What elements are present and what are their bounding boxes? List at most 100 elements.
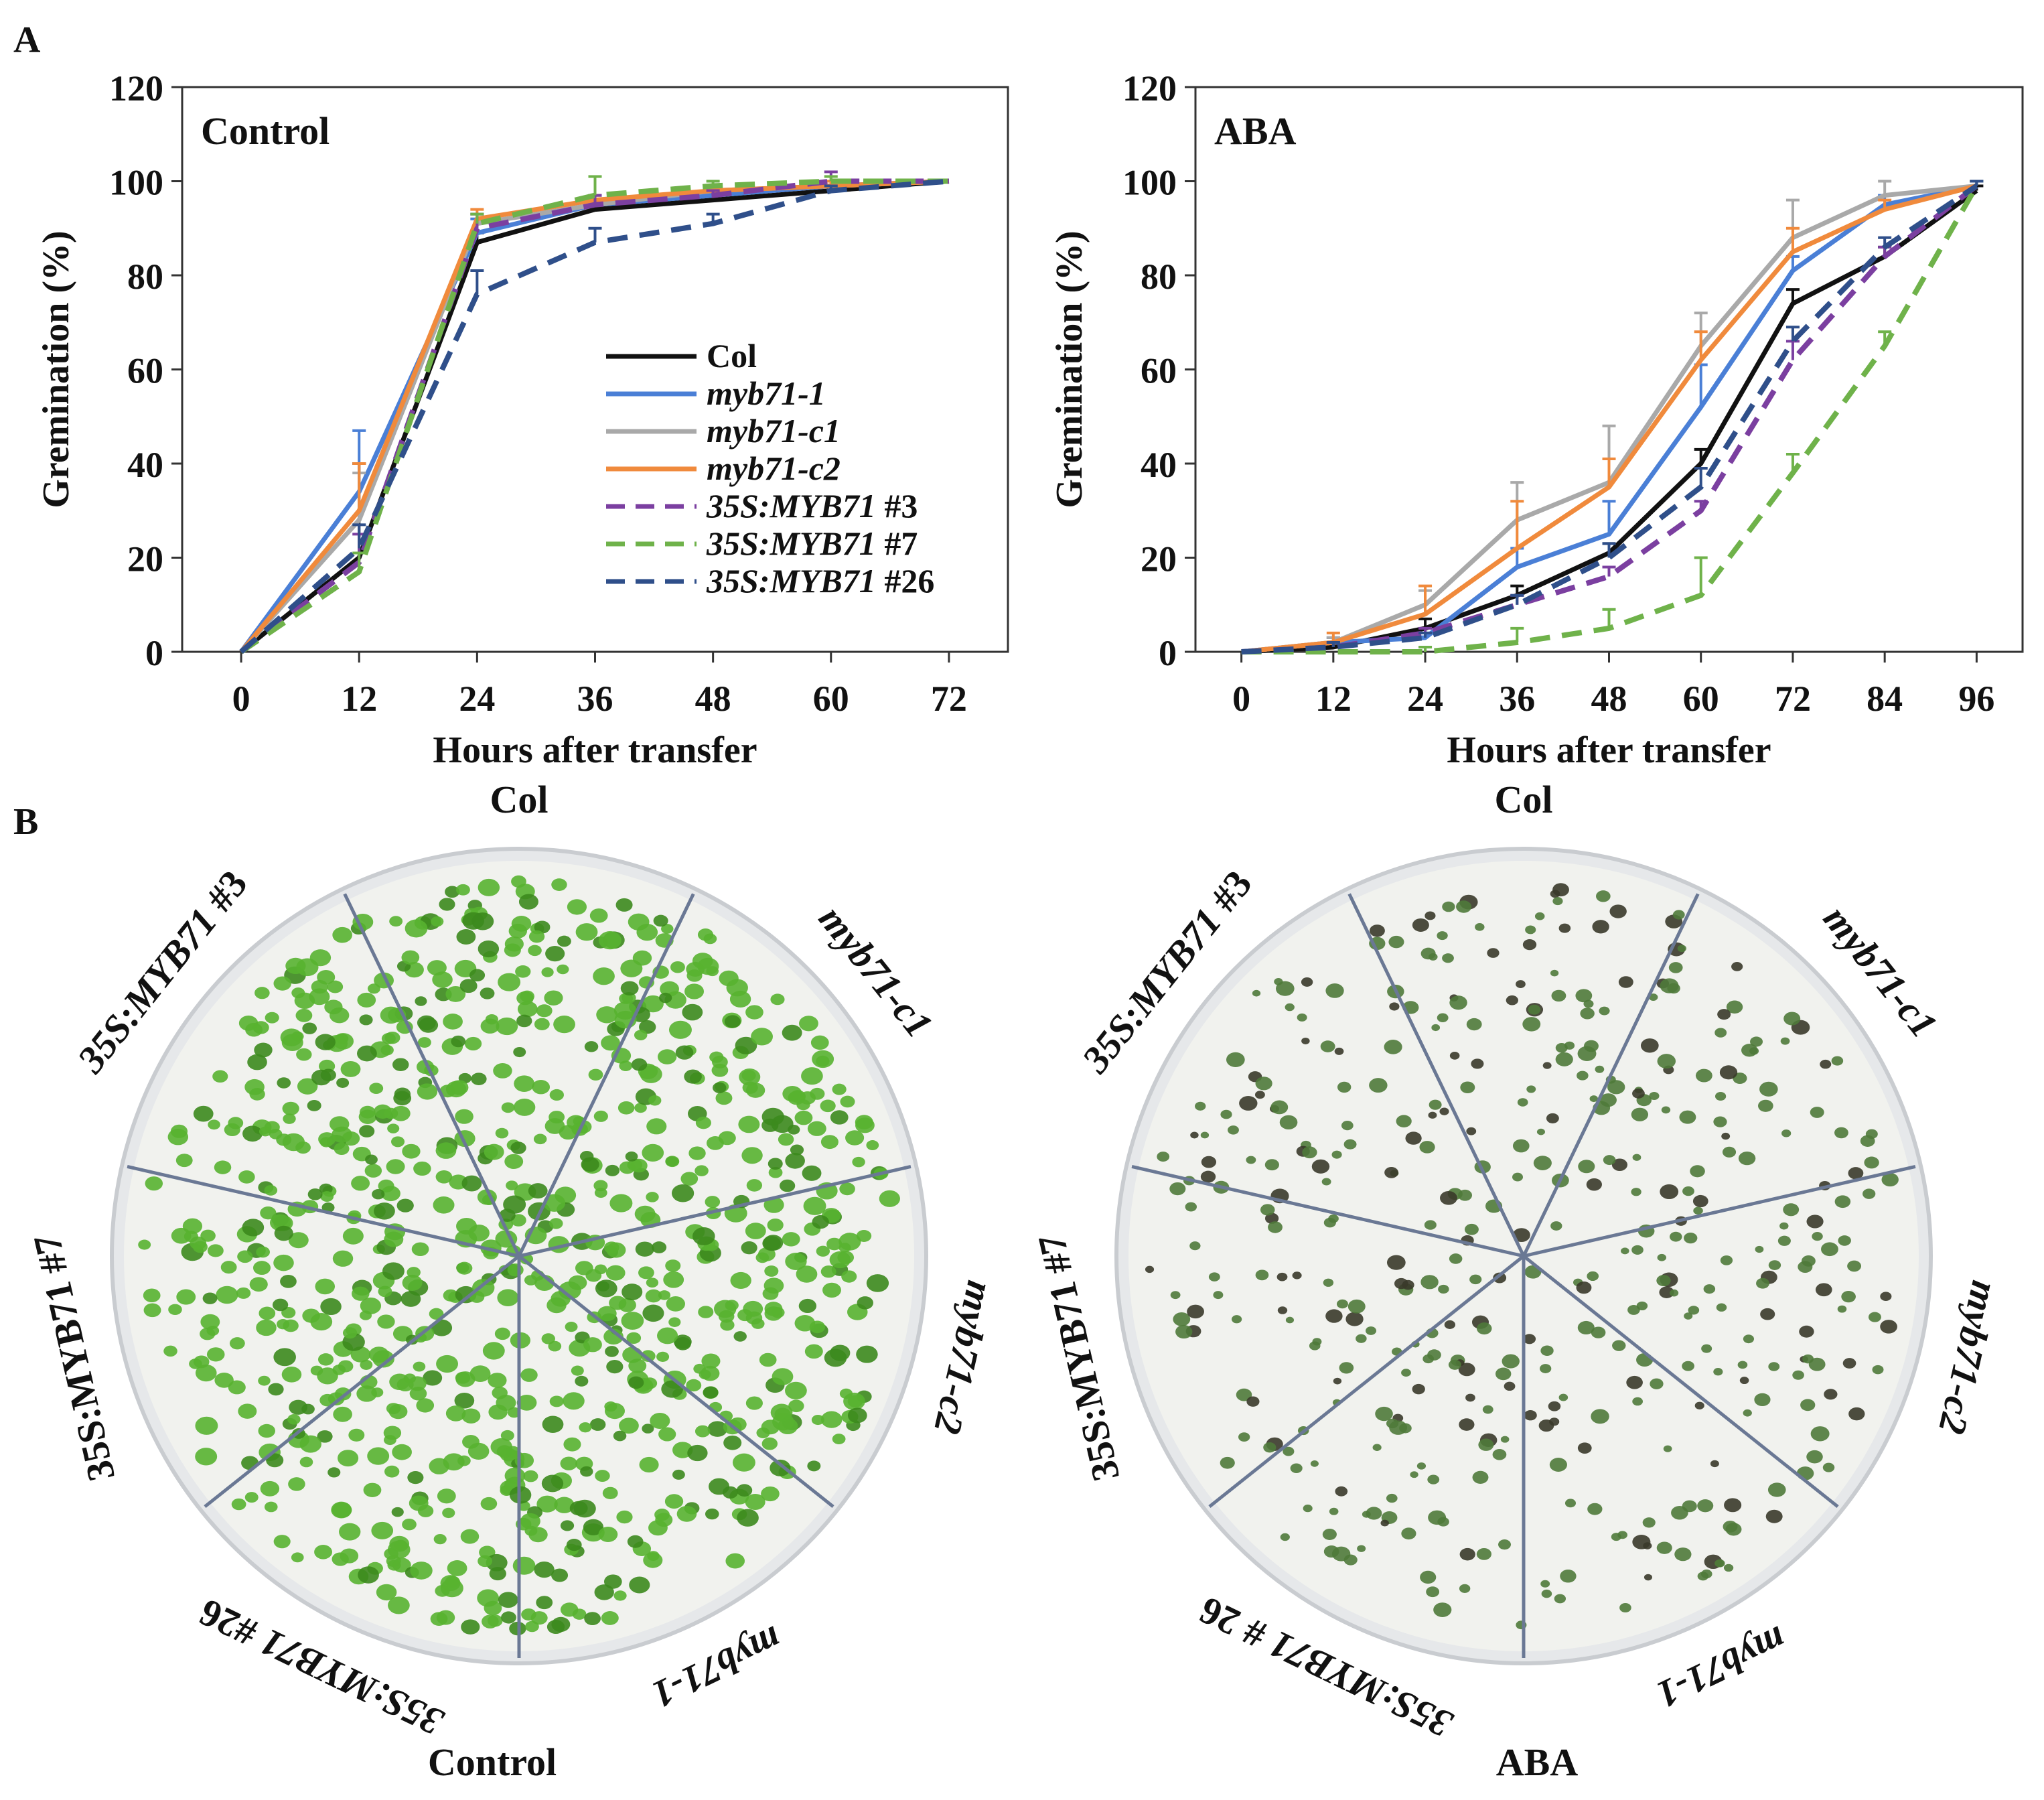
seedling (1551, 989, 1566, 1002)
plate-segment-label: myb71-c2 (1930, 1277, 2007, 1438)
seedling (736, 1484, 753, 1497)
seedling (1428, 953, 1438, 961)
seedling (1554, 1594, 1566, 1604)
seedling (816, 1055, 830, 1067)
seedling (1185, 1202, 1197, 1212)
seedling (1540, 1580, 1550, 1588)
seedling (429, 1308, 444, 1320)
seedling (320, 1298, 342, 1316)
seedling (1591, 1409, 1609, 1424)
seedling (1555, 1052, 1573, 1066)
seedling (524, 1275, 538, 1286)
seedling (560, 1520, 575, 1531)
seedling (206, 1326, 220, 1336)
seedling (332, 1126, 352, 1144)
seedling (625, 1151, 638, 1162)
seedling (1280, 1533, 1290, 1541)
seedling (692, 1227, 715, 1245)
seedling (1297, 1013, 1307, 1022)
seedling (557, 935, 571, 947)
x-tick-label: 24 (459, 679, 495, 719)
seedling (661, 924, 674, 934)
seedling (1831, 1056, 1844, 1066)
seedling (1254, 1091, 1265, 1099)
seedling (301, 1403, 315, 1415)
seedling (214, 1160, 232, 1174)
seedling (497, 1289, 519, 1307)
sector-divider (343, 893, 521, 1257)
seedling (829, 1251, 851, 1269)
seedling (1428, 1111, 1437, 1119)
seedling (1536, 1128, 1545, 1135)
seedling (478, 940, 500, 958)
seedling (1246, 1156, 1256, 1164)
series-line (1241, 184, 1978, 654)
seedling (1380, 1519, 1389, 1527)
seedling (327, 1467, 341, 1478)
seedling (1820, 1059, 1832, 1069)
seedling (1522, 1017, 1541, 1032)
legend-entry: Col (707, 337, 757, 374)
seedling (401, 950, 420, 965)
legend-entry: 35S:MYB71 #7 (706, 525, 918, 562)
seedling (310, 1365, 323, 1376)
seedling (687, 1444, 708, 1462)
seedling (584, 1041, 599, 1052)
seedling (741, 1070, 756, 1081)
seedling (1534, 912, 1545, 920)
seedling (442, 1507, 455, 1519)
seedling (1459, 1584, 1471, 1593)
seedling (1668, 962, 1683, 973)
seedling (763, 1196, 784, 1213)
seedling (499, 1208, 516, 1223)
seedling (751, 1028, 773, 1046)
seedling (737, 1509, 759, 1527)
seedling (1586, 1178, 1602, 1191)
seedling (360, 1359, 373, 1370)
seedling (879, 1190, 900, 1207)
seedling (566, 1539, 582, 1551)
seedling (1236, 1388, 1252, 1401)
seedling (1459, 1418, 1475, 1431)
seedling (675, 1045, 694, 1060)
seedling (1343, 1139, 1357, 1150)
seedling (782, 1024, 802, 1041)
seedling (498, 1592, 518, 1608)
seedling (510, 1141, 526, 1154)
seedling (543, 1194, 566, 1212)
seedling (686, 1379, 702, 1392)
seedling (763, 1235, 784, 1251)
seedling (396, 1198, 414, 1213)
x-tick-label: 48 (695, 679, 731, 719)
seedling (619, 1417, 639, 1434)
seedling (1369, 1078, 1388, 1093)
seedling (392, 1444, 412, 1460)
y-tick-label: 80 (127, 257, 163, 297)
seedling (738, 1115, 760, 1133)
seedling (1589, 1095, 1599, 1103)
seedling (264, 1185, 278, 1196)
seedling (847, 1395, 863, 1407)
seedling (1660, 978, 1679, 993)
seedling (745, 1005, 763, 1020)
seedling (471, 912, 494, 930)
seedling (603, 1328, 624, 1345)
seedling (376, 1584, 397, 1601)
seedling (1279, 1115, 1298, 1130)
seedling (195, 1416, 218, 1435)
seedling (581, 1157, 599, 1172)
seedling (1540, 1364, 1552, 1373)
seedling (746, 1179, 763, 1192)
seedling (256, 1246, 270, 1258)
seedling (138, 1239, 151, 1250)
seedling (1632, 1535, 1651, 1549)
seedling (517, 1001, 538, 1018)
seedling (763, 1277, 784, 1294)
seedling (1458, 1189, 1473, 1201)
seedling (1759, 1081, 1778, 1097)
seedling (1375, 1406, 1393, 1422)
seedling (1460, 1081, 1475, 1094)
seedling (1469, 1274, 1482, 1285)
seedling (193, 1355, 210, 1369)
